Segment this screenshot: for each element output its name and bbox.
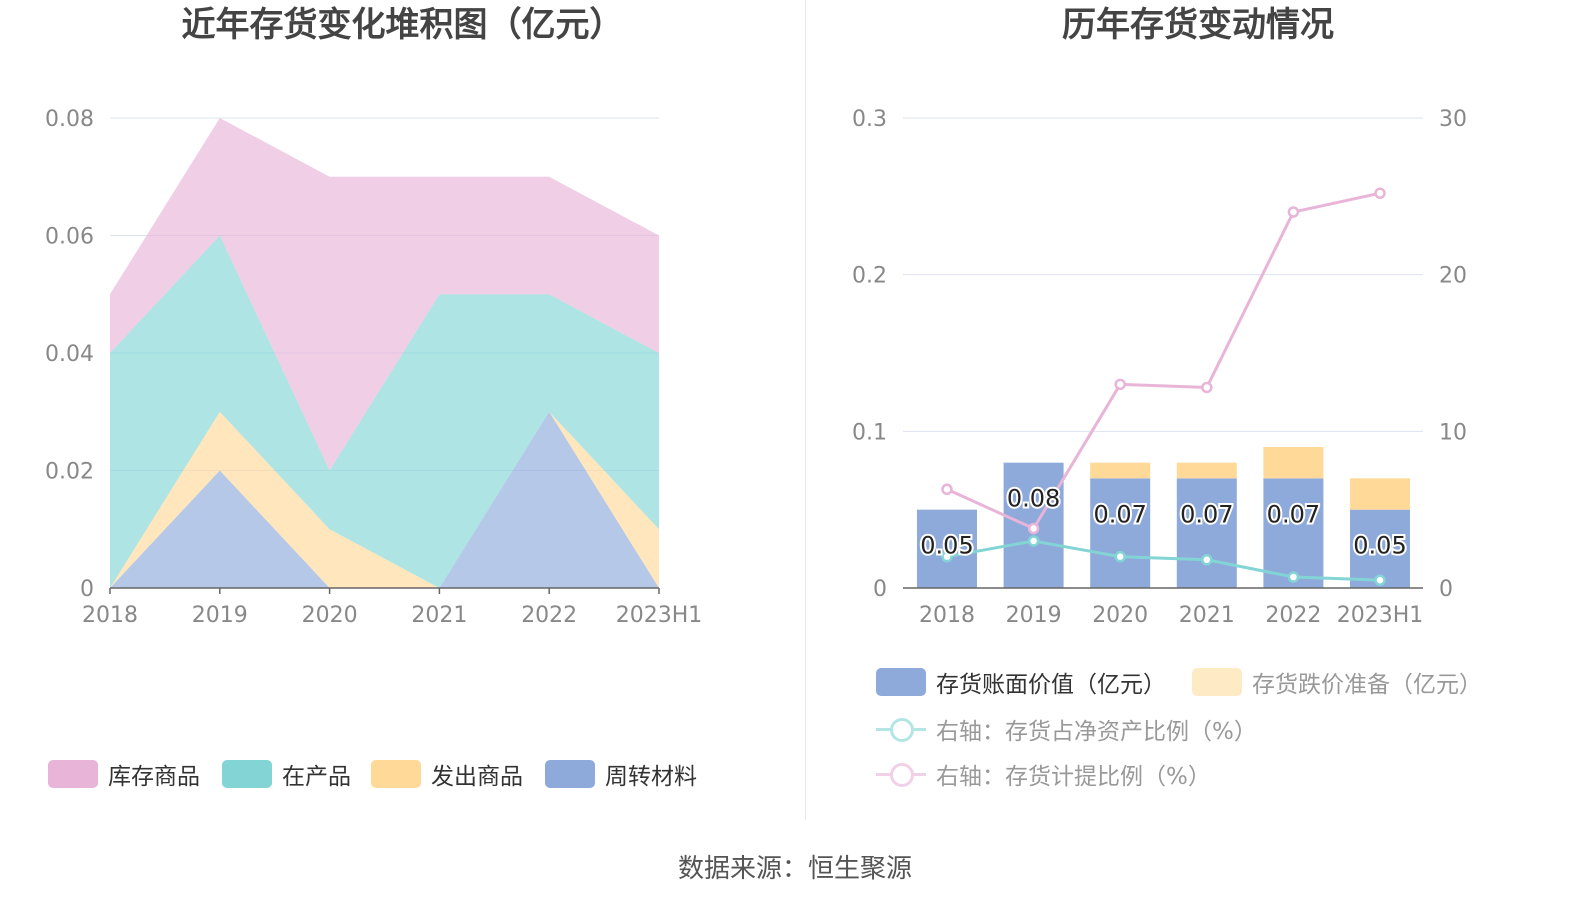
legend-swatch [222,760,272,788]
line-point [941,550,953,563]
y2-tick-label: 20 [1439,264,1467,289]
bar-line-chart-panel: 历年存货变动情况 0 0.1 0.2 0.3 0 10 20 30 2018 2019 2020 20… [806,0,1590,820]
x-tick-label: 2020 [302,603,358,628]
line-point [1114,550,1126,563]
line-point [941,483,953,496]
bar-data-label: 0.08 [1007,485,1060,513]
bar-0 [917,509,977,588]
legend-swatch [1192,668,1242,696]
legend-label: 存货跌价准备（亿元） [1252,672,1482,698]
legend-swatch [876,715,926,743]
bar-1 [1263,447,1324,479]
bar-line-chart: 0 0.1 0.2 0.3 0 10 20 30 2018 2019 2020 2021 2022 202… [852,107,1467,628]
x-tick-label: 2018 [919,603,975,628]
x-tick-label: 2019 [1006,603,1062,628]
line-point [1374,187,1386,199]
x-tick-label: 2020 [1092,603,1148,628]
legend-label: 在产品 [282,764,351,790]
y-tick-label: 0.08 [45,107,94,132]
legend-item[interactable]: 右轴：存货占净资产比例（%） [876,712,1257,746]
legend-label: 右轴：存货计提比例（%） [936,764,1211,790]
bar-data-label: 0.07 [1180,500,1233,528]
bar-data-label: 0.05 [1353,532,1406,560]
line-point [1287,206,1300,218]
legend-marker [890,718,914,742]
data-source-note: 数据来源：恒生聚源 [677,854,912,884]
stacked-area-legend: 库存商品 在产品 发出商品 周转材料 [0,0,805,820]
y-tick-label: 0.06 [45,225,94,250]
bar-0 [1090,478,1151,588]
bar-0 [1263,478,1324,588]
legend-item[interactable]: 存货跌价准备（亿元） [1192,665,1482,699]
line-point [1114,378,1126,391]
y2-tick-label: 10 [1439,420,1467,445]
area-series-3 [110,118,659,471]
x-tick-label: 2022 [1265,603,1321,628]
line-point [1027,522,1040,535]
line-series-0 [946,539,1381,582]
y-tick-label: 0.04 [45,342,94,367]
area-series-0 [110,411,659,588]
x-tick-label: 2021 [1179,603,1235,628]
x-tick-label: 2022 [521,603,577,628]
y-tick-label: 0.02 [45,460,94,485]
bar-1 [1090,462,1151,479]
line-point [1201,381,1213,394]
legend-item[interactable]: 发出商品 [371,757,523,791]
legend-label: 右轴：存货占净资产比例（%） [936,719,1257,745]
legend-swatch [876,668,926,696]
legend-swatch [545,760,595,788]
bar-data-label: 0.05 [920,532,973,560]
y2-tick-label: 30 [1439,107,1467,132]
legend-label: 存货账面价值（亿元） [936,672,1166,698]
bar-1 [1350,478,1410,510]
stacked-area-chart-title: 近年存货变化堆积图（亿元） [181,5,624,45]
stacked-area-chart: 0 0.02 0.04 0.06 0.08 2018 2019 2020 2021 2022 202… [45,107,703,628]
line-point [1201,554,1213,566]
bar-data-label: 0.07 [1093,500,1146,528]
bar-0 [1176,478,1237,588]
panel-divider [805,0,806,820]
legend-item[interactable]: 右轴：存货计提比例（%） [876,757,1211,791]
line-series-1 [946,191,1381,531]
legend-item[interactable]: 周转材料 [545,757,697,791]
bar-line-legend: 存货账面价值（亿元） 存货跌价准备（亿元） 右轴：存货占净资产比例（%） 右轴：存货计… [806,0,1590,820]
x-tick-label: 2021 [411,603,467,628]
stacked-area-chart-panel: 近年存货变化堆积图（亿元） 0 0.02 0.04 0.06 0.08 2018 2019 2… [0,0,805,820]
y-tick-label: 0 [873,577,887,602]
area-series-1 [110,411,659,588]
legend-label: 发出商品 [431,764,523,790]
legend-swatch [48,760,98,788]
x-tick-label: 2018 [82,603,138,628]
line-point [1027,535,1040,547]
legend-item[interactable]: 存货账面价值（亿元） [876,665,1166,699]
y-tick-label: 0.2 [852,264,887,289]
line-point [1287,571,1300,583]
legend-swatch [876,760,926,788]
x-tick-label: 2023H1 [616,603,703,628]
x-tick-label: 2019 [192,603,248,628]
bar-line-chart-title: 历年存货变动情况 [1062,5,1334,45]
bar-1 [1176,462,1237,479]
y-tick-label: 0.1 [852,420,887,445]
y2-tick-label: 0 [1439,577,1453,602]
bar-data-label: 0.07 [1267,500,1320,528]
area-series-2 [110,235,659,588]
legend-swatch [371,760,421,788]
y-tick-label: 0 [80,577,94,602]
legend-label: 库存商品 [108,764,200,790]
legend-label: 周转材料 [605,764,697,790]
legend-item[interactable]: 在产品 [222,757,351,791]
legend-item[interactable]: 库存商品 [48,757,200,791]
legend-marker [890,763,914,787]
line-point [1374,574,1386,586]
x-tick-label: 2023H1 [1337,603,1424,628]
y-tick-label: 0.3 [852,107,887,132]
